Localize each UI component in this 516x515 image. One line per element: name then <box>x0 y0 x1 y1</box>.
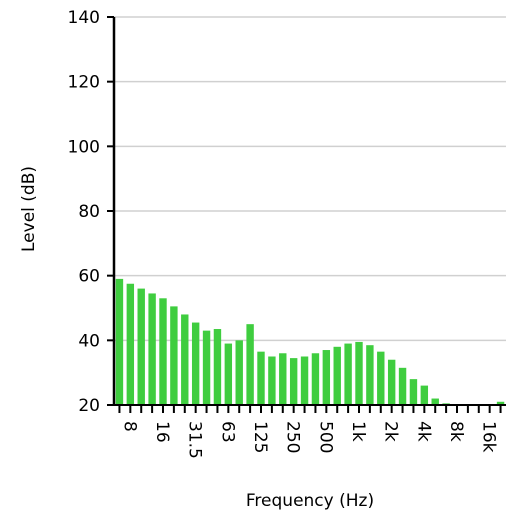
bar-100 <box>246 324 254 405</box>
x-tick-label: 4k <box>413 421 433 442</box>
x-tick-label: 63 <box>217 421 237 443</box>
bar-3.15k <box>409 379 418 405</box>
bar-2.5k <box>398 367 407 405</box>
bar-160 <box>268 356 276 405</box>
bar-6.3 <box>115 278 124 405</box>
y-tick-label: 20 <box>78 396 100 416</box>
bar-800 <box>344 343 352 405</box>
y-tick-labels: 20 40 60 80 100 120 140 <box>68 8 100 416</box>
bar-2k <box>387 359 396 405</box>
bar-31.5 <box>191 322 200 405</box>
x-tick-label: 1k <box>348 421 368 442</box>
bar-25 <box>181 314 189 405</box>
x-tick-label: 2k <box>381 421 401 442</box>
bar-80 <box>235 340 243 405</box>
bar-400 <box>311 353 320 405</box>
y-tick-label: 100 <box>68 137 100 157</box>
bar-5k <box>431 398 439 405</box>
bar-16 <box>159 298 167 405</box>
y-tick-label: 40 <box>78 331 100 351</box>
x-axis-label: Frequency (Hz) <box>246 491 374 511</box>
bars-group <box>115 278 505 405</box>
bar-8 <box>126 283 135 405</box>
bar-630 <box>333 346 341 405</box>
x-tick-label: 16k <box>479 421 499 453</box>
y-axis-label: Level (dB) <box>19 166 39 252</box>
x-tick-label: 8k <box>446 421 466 442</box>
y-tick-label: 140 <box>68 8 100 28</box>
bar-4k <box>420 385 429 405</box>
bar-200 <box>279 353 287 405</box>
x-tick-label: 8 <box>119 421 139 432</box>
bar-50 <box>213 329 222 405</box>
bar-125 <box>257 351 265 405</box>
bar-1.6k <box>377 351 385 405</box>
y-tick-label: 120 <box>68 73 100 93</box>
grid-lines <box>114 16 506 342</box>
y-tick-label: 80 <box>78 202 100 222</box>
bar-20k <box>496 401 505 405</box>
bar-63 <box>224 343 233 405</box>
bar-10 <box>137 288 145 405</box>
bar-20 <box>170 306 178 405</box>
bar-40 <box>202 330 211 405</box>
x-tick-label: 125 <box>250 421 270 453</box>
x-tick-label: 31.5 <box>185 421 205 459</box>
bar-1k <box>355 341 363 405</box>
bar-1.25k <box>366 345 374 405</box>
axes-group <box>107 16 506 413</box>
bar-315 <box>300 356 309 405</box>
x-tick-labels: 8 16 31.5 63 125 250 500 1k 2k 4k 8k 16k <box>119 421 498 459</box>
bar-250 <box>289 358 298 405</box>
x-tick-label: 500 <box>315 421 335 453</box>
bar-12.5 <box>148 293 156 405</box>
bar-500 <box>322 350 331 405</box>
x-tick-label: 16 <box>152 421 172 443</box>
x-tick-label: 250 <box>283 421 303 453</box>
y-tick-label: 60 <box>78 267 100 287</box>
